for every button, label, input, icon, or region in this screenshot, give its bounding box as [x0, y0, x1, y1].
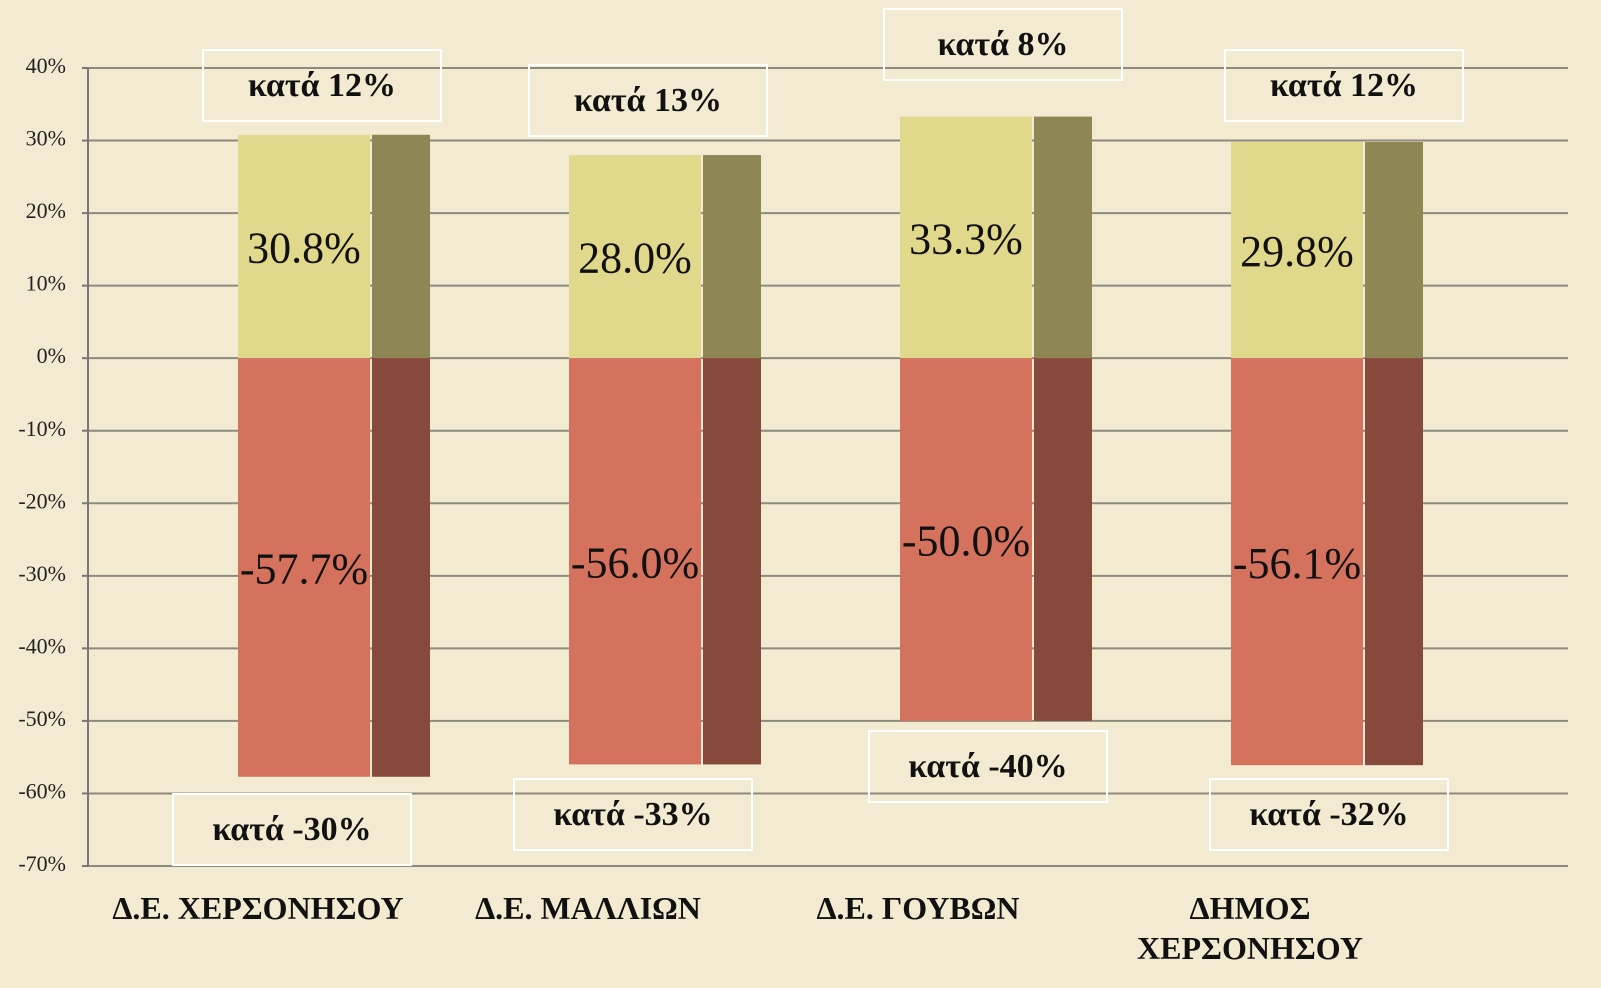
annotation: κατά 12% — [248, 67, 396, 104]
bar — [703, 358, 761, 765]
x-tick-label: Δ.Ε. ΓΟΥΒΩΝ — [816, 890, 1020, 926]
y-tick-label: -20% — [18, 488, 66, 513]
annotation: κατά 13% — [574, 82, 722, 119]
bar — [1231, 141, 1363, 359]
annotation-box — [202, 49, 442, 122]
bar — [900, 358, 1032, 721]
value-label: -57.7% — [240, 545, 368, 594]
value-label: -50.0% — [902, 517, 1030, 566]
bar — [1034, 116, 1092, 359]
annotation-box — [1209, 778, 1449, 851]
annotation: κατά -40% — [908, 748, 1067, 785]
annotation-box — [883, 8, 1123, 81]
x-tick-label: ΔΗΜΟΣ ΧΕΡΣΟΝΗΣΟΥ — [1137, 890, 1363, 966]
y-tick-label: 10% — [26, 271, 66, 296]
annotation-box — [868, 730, 1108, 803]
value-label: 29.8% — [1240, 227, 1354, 276]
y-tick-label: 0% — [37, 343, 66, 368]
bar — [703, 155, 761, 359]
annotation-box — [528, 64, 768, 137]
x-tick-label: Δ.Ε. ΧΕΡΣΟΝΗΣΟΥ — [112, 890, 404, 926]
y-tick-label: -70% — [18, 851, 66, 876]
annotation: κατά 8% — [937, 26, 1068, 63]
bar — [1365, 141, 1423, 359]
value-label: 33.3% — [909, 214, 1023, 263]
y-tick-label: -60% — [18, 779, 66, 804]
annotation-box — [513, 778, 753, 851]
y-tick-label: 20% — [26, 198, 66, 223]
bar — [1034, 358, 1092, 721]
annotation-box — [1224, 49, 1464, 122]
annotation: κατά -33% — [553, 796, 712, 833]
bar — [1231, 358, 1363, 766]
y-tick-label: -30% — [18, 561, 66, 586]
annotation: κατά -32% — [1249, 796, 1408, 833]
y-tick-label: -50% — [18, 706, 66, 731]
value-label: 30.8% — [247, 224, 361, 273]
value-label: -56.0% — [571, 538, 699, 587]
y-tick-label: -10% — [18, 416, 66, 441]
bar — [238, 134, 370, 359]
value-label: -56.1% — [1233, 539, 1361, 588]
annotation-box — [172, 793, 412, 866]
bar — [1365, 358, 1423, 766]
x-tick-label: Δ.Ε. ΜΑΛΛΙΩΝ — [475, 890, 701, 926]
y-tick-label: 30% — [26, 126, 66, 151]
bar — [569, 155, 701, 359]
y-tick-label: -40% — [18, 633, 66, 658]
annotation: κατά -30% — [212, 811, 371, 848]
bar — [900, 116, 1032, 359]
bar — [372, 134, 430, 359]
bar — [569, 358, 701, 765]
y-tick-label: 40% — [26, 53, 66, 78]
bar — [238, 358, 370, 777]
value-label: 28.0% — [578, 234, 692, 283]
bar — [372, 358, 430, 777]
annotation: κατά 12% — [1270, 67, 1418, 104]
